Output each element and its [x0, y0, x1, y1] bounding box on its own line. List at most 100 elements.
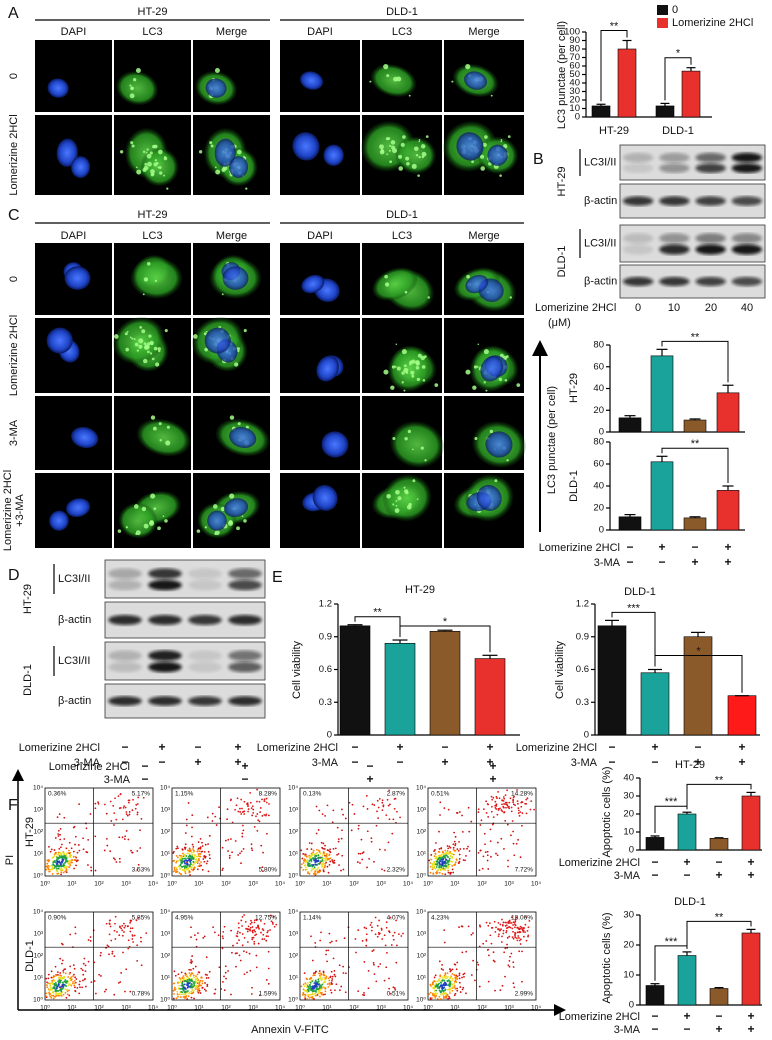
event — [331, 941, 333, 943]
event — [336, 854, 338, 856]
event — [63, 994, 65, 996]
event — [433, 850, 435, 852]
event — [327, 983, 329, 985]
chart-title: HT-29 — [405, 584, 435, 596]
punctum — [155, 280, 157, 282]
event — [382, 806, 384, 808]
blot-band — [695, 153, 725, 163]
event — [501, 941, 503, 943]
punctum — [416, 362, 420, 366]
event — [198, 858, 200, 860]
chart-title: HT-29 — [568, 373, 580, 403]
event — [321, 979, 323, 981]
event — [114, 923, 116, 925]
event — [45, 869, 47, 871]
event — [381, 868, 383, 870]
event — [118, 836, 120, 838]
punctum — [417, 174, 420, 177]
punctum — [163, 175, 165, 177]
blot-band — [623, 277, 653, 286]
punctum — [146, 148, 148, 150]
stain-label: DAPI — [61, 26, 87, 38]
event — [442, 862, 444, 864]
row-label: Lomerizine 2HCl — [8, 114, 20, 195]
event — [86, 827, 88, 829]
quadrant-percent: 4.23% — [431, 915, 450, 922]
event — [375, 980, 377, 982]
bar — [651, 462, 673, 530]
event — [316, 849, 318, 851]
event — [340, 986, 342, 988]
punctum — [402, 349, 407, 354]
event — [525, 924, 527, 926]
event — [494, 801, 496, 803]
punctum — [392, 437, 395, 440]
event — [497, 842, 499, 844]
event — [173, 998, 175, 1000]
event — [520, 938, 522, 940]
punctum — [500, 141, 502, 143]
event — [448, 809, 450, 811]
event — [314, 866, 316, 868]
event — [488, 981, 490, 983]
condition-label: Lomerizine 2HCl — [516, 742, 597, 754]
event — [308, 986, 310, 988]
event — [314, 861, 316, 863]
event — [128, 802, 130, 804]
punctum — [131, 338, 133, 340]
event — [128, 939, 130, 941]
event — [262, 934, 264, 936]
y-tick-label: 10² — [417, 829, 427, 836]
punctum — [490, 430, 493, 433]
blot-band — [623, 163, 653, 173]
y-tick-label: 0 — [629, 845, 634, 856]
event — [335, 940, 337, 942]
bar — [678, 956, 696, 1006]
event — [206, 984, 208, 986]
event — [243, 813, 245, 815]
event — [431, 997, 433, 999]
event — [265, 940, 267, 942]
event — [447, 989, 449, 991]
event — [323, 868, 325, 870]
event — [443, 867, 445, 869]
event — [512, 936, 514, 938]
quadrant-percent: 18.06% — [511, 915, 533, 922]
event — [182, 849, 184, 851]
event — [327, 866, 329, 868]
event — [322, 986, 324, 988]
event — [253, 937, 255, 939]
event — [207, 860, 209, 862]
y-axis-label: Cell viability — [291, 640, 303, 699]
event — [132, 934, 134, 936]
event — [455, 993, 457, 995]
punctum — [130, 141, 133, 144]
event — [447, 984, 449, 986]
event — [453, 864, 455, 866]
event — [525, 799, 527, 801]
stain-label: Merge — [216, 230, 247, 242]
punctum — [434, 383, 438, 387]
event — [178, 985, 180, 987]
condition-sign: + — [683, 1009, 690, 1023]
panel-label: C — [8, 207, 20, 224]
event — [512, 831, 514, 833]
event — [132, 927, 134, 929]
event — [51, 864, 53, 866]
event — [212, 813, 214, 815]
event — [361, 839, 363, 841]
event — [61, 844, 63, 846]
event — [127, 926, 129, 928]
quadrant-percent: 1.15% — [175, 791, 194, 798]
event — [243, 950, 245, 952]
event — [430, 854, 432, 856]
event — [451, 853, 453, 855]
y-tick-label: 10³ — [161, 931, 171, 938]
event — [54, 980, 56, 982]
event — [131, 938, 133, 940]
event — [112, 951, 114, 953]
event — [371, 922, 373, 924]
event — [514, 936, 516, 938]
event — [252, 926, 254, 928]
event — [509, 966, 511, 968]
